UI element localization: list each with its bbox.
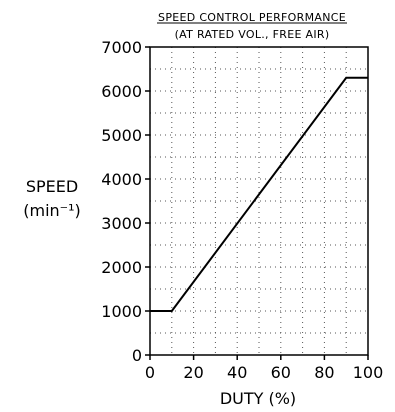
y-tick-label: 0 (132, 346, 142, 365)
y-axis-label-line2: (min⁻¹) (23, 201, 81, 220)
x-axis: 0 20 40 60 80 100 (145, 355, 383, 382)
chart-title: SPEED CONTROL PERFORMANCE (158, 11, 346, 24)
y-axis: 0 1000 2000 3000 4000 5000 6000 7000 (101, 38, 150, 365)
y-tick-label: 7000 (101, 38, 142, 57)
speed-series-line (150, 76, 368, 312)
x-axis-label: DUTY (%) (220, 389, 296, 408)
y-tick-label: 3000 (101, 214, 142, 233)
plot-frame (149, 46, 369, 356)
x-tick-label: 100 (353, 363, 384, 382)
y-tick-label: 2000 (101, 258, 142, 277)
y-tick-label: 1000 (101, 302, 142, 321)
y-tick-label: 4000 (101, 170, 142, 189)
x-tick-label: 80 (314, 363, 334, 382)
x-tick-label: 40 (227, 363, 247, 382)
y-tick-label: 5000 (101, 126, 142, 145)
chart-subtitle: (AT RATED VOL., FREE AIR) (175, 28, 330, 41)
y-axis-label-line1: SPEED (26, 177, 78, 196)
y-tick-label: 6000 (101, 82, 142, 101)
x-tick-label: 0 (145, 363, 155, 382)
x-tick-label: 60 (271, 363, 291, 382)
x-tick-label: 20 (183, 363, 203, 382)
